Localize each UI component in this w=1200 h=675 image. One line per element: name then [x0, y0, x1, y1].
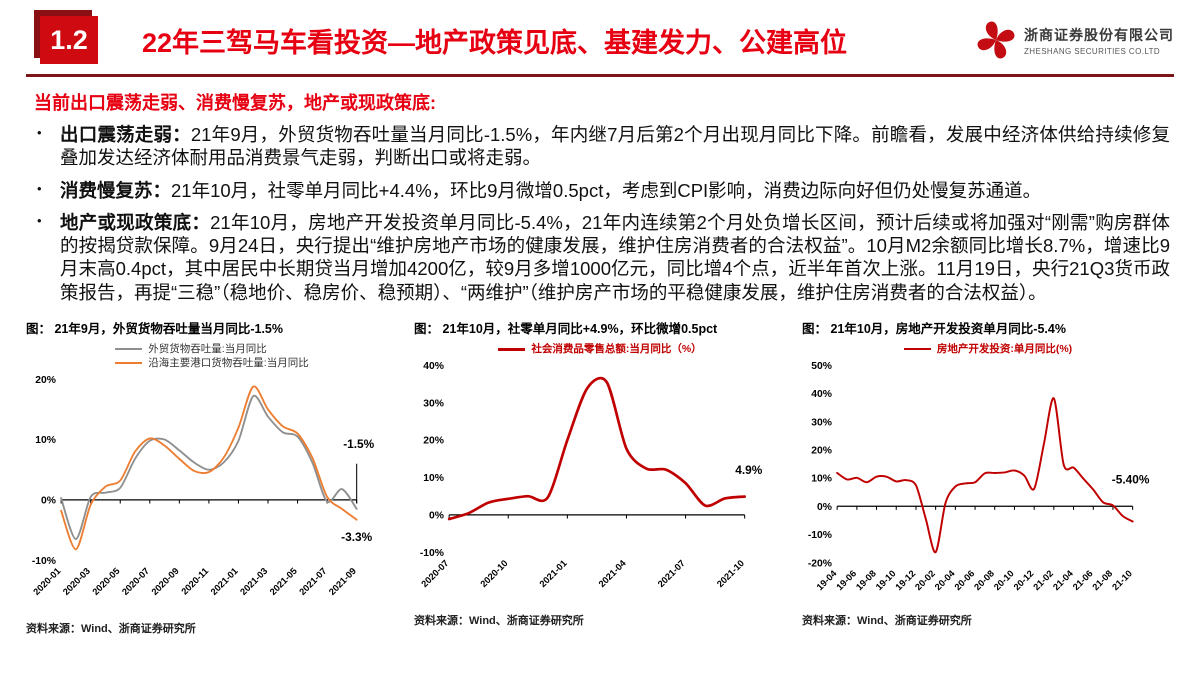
svg-text:2021-01: 2021-01 — [538, 558, 569, 589]
legend-item: 社会消费品零售总额:当月同比（%） — [498, 342, 702, 356]
svg-text:0%: 0% — [817, 502, 832, 513]
source-note: 资料来源：Wind、浙商证券研究所 — [26, 623, 196, 636]
page-title: 22年三驾马车看投资—地产政策见底、基建发力、公建高位 — [142, 27, 848, 58]
chart-legend: 房地产开发投资:单月同比(%) — [903, 342, 1073, 356]
logo-text: 浙商证券股份有限公司 ZHESHANG SECURITIES CO.LTD — [1024, 25, 1174, 56]
svg-text:2020-09: 2020-09 — [150, 566, 181, 597]
svg-text:21-02: 21-02 — [1031, 569, 1055, 593]
company-logo: 浙商证券股份有限公司 ZHESHANG SECURITIES CO.LTD — [975, 19, 1174, 61]
legend-item: 沿海主要港口货物吞吐量:当月同比 — [115, 356, 309, 370]
svg-text:20-12: 20-12 — [1012, 569, 1036, 593]
svg-text:2021-05: 2021-05 — [268, 566, 299, 597]
chart-title: 图： 21年10月，房地产开发投资单月同比-5.4% — [802, 322, 1066, 337]
header: 1.2 22年三驾马车看投资—地产政策见底、基建发力、公建高位 浙商证券股份有限… — [0, 0, 1200, 72]
svg-text:21-08: 21-08 — [1090, 569, 1114, 593]
svg-text:21-06: 21-06 — [1071, 569, 1095, 593]
svg-text:0%: 0% — [429, 511, 444, 522]
svg-text:-3.3%: -3.3% — [341, 530, 372, 544]
svg-text:20%: 20% — [423, 436, 444, 447]
svg-text:30%: 30% — [423, 399, 444, 410]
svg-text:2021-01: 2021-01 — [209, 566, 240, 597]
svg-text:-10%: -10% — [808, 530, 832, 541]
legend-swatch — [498, 347, 526, 351]
chart-panel-real-estate-investment: 图： 21年10月，房地产开发投资单月同比-5.4% 房地产开发投资:单月同比(… — [802, 318, 1174, 628]
charts-row: 图： 21年9月，外贸货物吞吐量当月同比-1.5% 外贸货物吞吐量:当月同比 沿海… — [26, 318, 1174, 636]
real-estate-investment-chart: 50% 40% 30% 20% 10% 0% -10% -20%19-0419-0619-08… — [808, 361, 1150, 593]
source-note: 资料来源：Wind、浙商证券研究所 — [802, 615, 972, 628]
source-note: 资料来源：Wind、浙商证券研究所 — [414, 615, 584, 628]
legend-label: 房地产开发投资:单月同比(%) — [936, 343, 1073, 356]
svg-text:2020-07: 2020-07 — [419, 558, 450, 589]
legend-swatch — [115, 348, 143, 351]
svg-text:10%: 10% — [35, 436, 56, 447]
legend-label: 外贸货物吞吐量:当月同比 — [148, 343, 267, 356]
svg-text:2021-07: 2021-07 — [656, 558, 687, 589]
svg-text:20%: 20% — [35, 375, 56, 386]
svg-text:19-06: 19-06 — [834, 569, 858, 593]
section-badge: 1.2 — [40, 16, 98, 64]
legend-swatch — [115, 362, 143, 365]
company-name-en: ZHESHANG SECURITIES CO.LTD — [1024, 46, 1161, 56]
bullet-item: 出口震荡走弱：21年9月，外贸货物吞吐量当月同比-1.5%，年内继7月后第2个月… — [34, 123, 1170, 170]
svg-text:2020-05: 2020-05 — [90, 566, 121, 597]
legend-label: 社会消费品零售总额:当月同比（%） — [531, 343, 702, 356]
logo-flower-icon — [977, 21, 1015, 59]
svg-text:2020-03: 2020-03 — [61, 566, 92, 597]
svg-text:10%: 10% — [423, 473, 444, 484]
svg-text:2020-10: 2020-10 — [479, 558, 510, 589]
svg-text:20%: 20% — [811, 446, 832, 457]
section-number: 1.2 — [50, 24, 88, 55]
chart-panel-port-throughput: 图： 21年9月，外贸货物吞吐量当月同比-1.5% 外贸货物吞吐量:当月同比 沿海… — [26, 318, 398, 636]
svg-text:19-08: 19-08 — [854, 569, 878, 593]
svg-text:2020-07: 2020-07 — [120, 566, 151, 597]
retail-sales-chart: 40% 30% 20% 10% 0% -10%2020-07 2020-10 2021-01 2… — [419, 361, 763, 590]
bullet-item: 消费慢复苏：21年10月，社零单月同比+4.4%，环比9月微增0.5pct，考虑… — [34, 179, 1170, 202]
legend-item: 房地产开发投资:单月同比(%) — [903, 342, 1073, 356]
svg-text:2021-03: 2021-03 — [238, 566, 269, 597]
bullet-list: 出口震荡走弱：21年9月，外贸货物吞吐量当月同比-1.5%，年内继7月后第2个月… — [34, 123, 1170, 304]
svg-text:4.9%: 4.9% — [735, 463, 763, 477]
svg-text:10%: 10% — [811, 474, 832, 485]
svg-text:0%: 0% — [41, 496, 56, 507]
svg-text:-1.5%: -1.5% — [343, 437, 374, 451]
company-name-cn: 浙商证券股份有限公司 — [1024, 26, 1174, 43]
chart-legend: 外贸货物吞吐量:当月同比 沿海主要港口货物吞吐量:当月同比 — [115, 342, 309, 370]
svg-text:30%: 30% — [811, 418, 832, 429]
chart-title: 图： 21年9月，外贸货物吞吐量当月同比-1.5% — [26, 322, 283, 337]
svg-text:-5.40%: -5.40% — [1112, 473, 1150, 487]
svg-text:19-12: 19-12 — [894, 569, 918, 593]
header-divider — [26, 74, 1174, 77]
svg-text:19-04: 19-04 — [815, 568, 839, 592]
svg-text:20-02: 20-02 — [913, 569, 937, 593]
bullet-item: 地产或现政策底：21年10月，房地产开发投资单月同比-5.4%，21年内连续第2… — [34, 211, 1170, 304]
svg-text:2021-10: 2021-10 — [715, 558, 746, 589]
svg-text:2020-11: 2020-11 — [180, 566, 211, 597]
svg-text:2021-04: 2021-04 — [597, 558, 629, 590]
chart-legend: 社会消费品零售总额:当月同比（%） — [498, 342, 702, 356]
legend-label: 沿海主要港口货物吞吐量:当月同比 — [148, 357, 309, 370]
legend-item: 外贸货物吞吐量:当月同比 — [115, 342, 267, 356]
svg-text:20-04: 20-04 — [933, 568, 957, 592]
svg-text:-10%: -10% — [32, 556, 56, 567]
svg-text:20-06: 20-06 — [953, 569, 977, 593]
port-throughput-chart: 20% 10% 0% -10%2020-012020-032020-052020-07… — [31, 375, 374, 597]
svg-text:20-08: 20-08 — [972, 569, 996, 593]
svg-text:50%: 50% — [811, 361, 832, 372]
svg-text:21-10: 21-10 — [1110, 569, 1134, 593]
svg-text:-20%: -20% — [808, 559, 832, 570]
svg-text:2021-09: 2021-09 — [327, 566, 358, 597]
svg-text:20-10: 20-10 — [992, 569, 1016, 593]
legend-swatch — [903, 348, 931, 351]
svg-text:-10%: -10% — [420, 548, 444, 559]
chart-panel-retail-sales: 图： 21年10月，社零单月同比+4.9%，环比微增0.5pct 社会消费品零售… — [414, 318, 786, 628]
svg-text:2021-07: 2021-07 — [297, 566, 328, 597]
chart-title: 图： 21年10月，社零单月同比+4.9%，环比微增0.5pct — [414, 322, 718, 337]
lead-text: 当前出口震荡走弱、消费慢复苏，地产或现政策底: — [34, 93, 436, 113]
svg-text:40%: 40% — [811, 389, 832, 400]
svg-text:2020-01: 2020-01 — [31, 566, 62, 597]
svg-text:19-10: 19-10 — [874, 569, 898, 593]
svg-text:21-04: 21-04 — [1051, 568, 1075, 592]
svg-text:40%: 40% — [423, 361, 444, 372]
